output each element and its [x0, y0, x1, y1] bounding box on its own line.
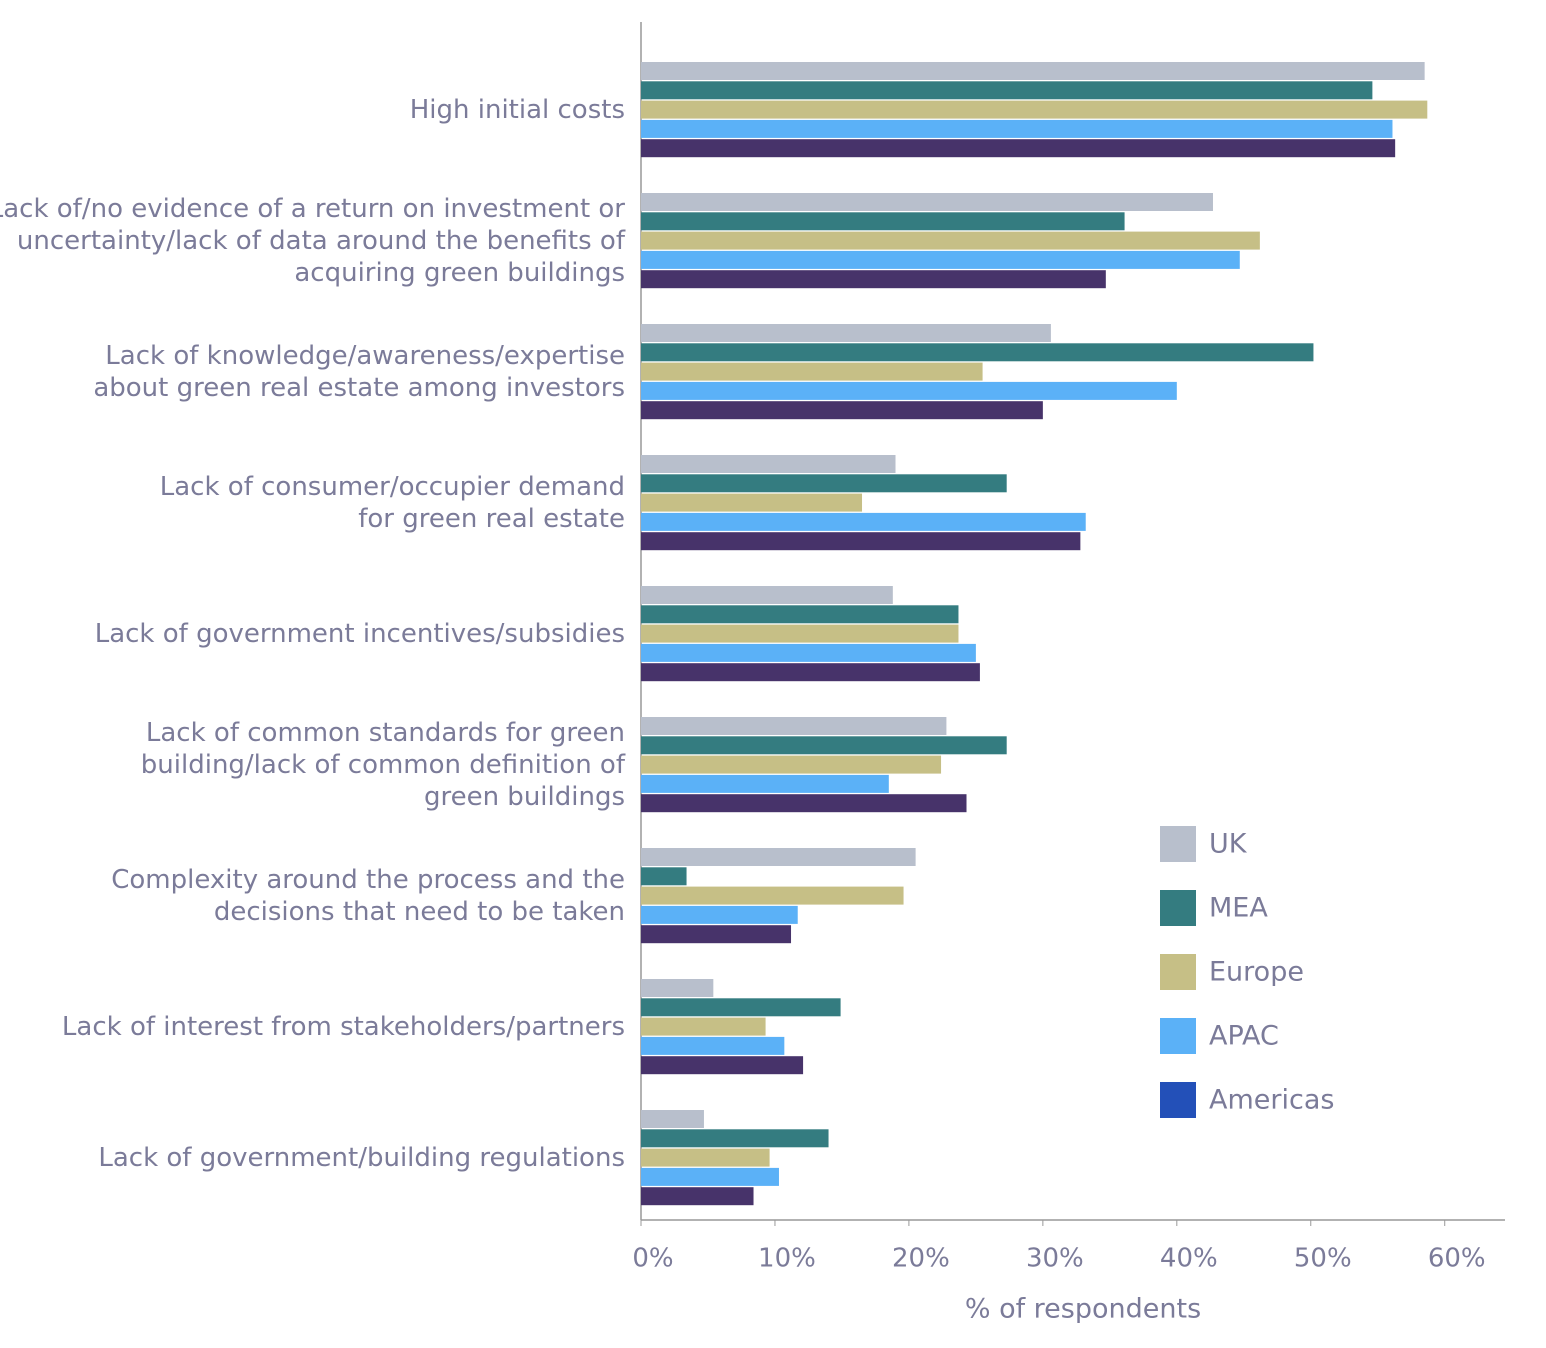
bar	[641, 1036, 785, 1055]
x-tick-label: 0%	[632, 1244, 673, 1274]
bar	[641, 250, 1240, 269]
bar	[641, 848, 916, 866]
bar	[641, 343, 1314, 362]
x-tick-label: 60%	[1428, 1244, 1486, 1274]
bar	[641, 81, 1373, 100]
bar	[641, 663, 980, 682]
legend-label: APAC	[1209, 1021, 1279, 1052]
bar	[641, 736, 1007, 755]
y-tick-label: Lack of interest from stakeholders/partn…	[62, 1012, 625, 1042]
bar	[641, 867, 687, 886]
y-tick-label: decisions that need to be taken	[214, 897, 625, 927]
bar	[641, 1110, 704, 1128]
bar	[641, 886, 904, 905]
bar	[641, 512, 1086, 531]
bar	[641, 231, 1260, 250]
legend-swatch	[1160, 890, 1196, 926]
bar	[641, 474, 1007, 493]
y-tick-label: High initial costs	[410, 95, 625, 125]
bar	[641, 979, 714, 997]
bar	[641, 755, 942, 774]
bar	[641, 774, 889, 793]
bar	[641, 794, 967, 813]
bar	[641, 62, 1425, 80]
legend-swatch	[1160, 1082, 1196, 1118]
bar	[641, 401, 1043, 420]
y-tick-label: Lack of government incentives/subsidies	[95, 619, 625, 649]
y-tick-label: Lack of knowledge/awareness/expertise	[105, 341, 625, 371]
x-tick-label: 20%	[892, 1244, 950, 1274]
y-tick-label: Lack of/no evidence of a return on inves…	[0, 194, 625, 224]
y-tick-label: about green real estate among investors	[93, 373, 625, 403]
y-tick-label: Lack of common standards for green	[146, 718, 625, 748]
y-tick-label: for green real estate	[358, 504, 625, 534]
bar	[641, 381, 1177, 400]
bar	[641, 139, 1396, 158]
bar	[641, 998, 841, 1017]
bar	[641, 455, 896, 473]
x-tick-label: 30%	[1026, 1244, 1084, 1274]
bar	[641, 100, 1428, 119]
bar	[641, 905, 798, 924]
bar	[641, 1187, 754, 1206]
bar	[641, 532, 1081, 551]
y-tick-label: green buildings	[424, 782, 625, 812]
y-tick-label: Lack of government/building regulations	[98, 1143, 625, 1173]
y-tick-label: building/lack of common definition of	[141, 750, 626, 780]
bar	[641, 925, 792, 944]
legend-label: UK	[1209, 829, 1248, 860]
x-tick-label: 10%	[758, 1244, 816, 1274]
bar	[641, 717, 947, 735]
bar	[641, 1017, 766, 1036]
bar	[641, 270, 1106, 289]
x-tick-label: 40%	[1160, 1244, 1218, 1274]
legend-swatch	[1160, 954, 1196, 990]
y-tick-label: Complexity around the process and the	[111, 865, 625, 895]
legend-label: MEA	[1209, 893, 1268, 924]
bar	[641, 586, 893, 604]
legend-swatch	[1160, 1018, 1196, 1054]
legend-label: Americas	[1209, 1085, 1334, 1116]
bar	[641, 324, 1051, 342]
legend-swatch	[1160, 826, 1196, 862]
bar	[641, 1129, 829, 1148]
x-axis-label: % of respondents	[965, 1294, 1201, 1325]
bar	[641, 212, 1125, 231]
bar	[641, 605, 959, 624]
y-tick-label: acquiring green buildings	[294, 258, 625, 288]
y-tick-label: uncertainty/lack of data around the bene…	[17, 226, 626, 256]
y-tick-label: Lack of consumer/occupier demand	[160, 472, 625, 502]
bar	[641, 1056, 804, 1075]
bar	[641, 1148, 770, 1167]
bar	[641, 119, 1393, 138]
bar	[641, 624, 959, 643]
legend-label: Europe	[1209, 957, 1304, 988]
bar	[641, 193, 1213, 211]
bar	[641, 1167, 779, 1186]
bar	[641, 493, 863, 512]
bar	[641, 362, 983, 381]
x-tick-label: 50%	[1294, 1244, 1352, 1274]
bar	[641, 643, 976, 662]
